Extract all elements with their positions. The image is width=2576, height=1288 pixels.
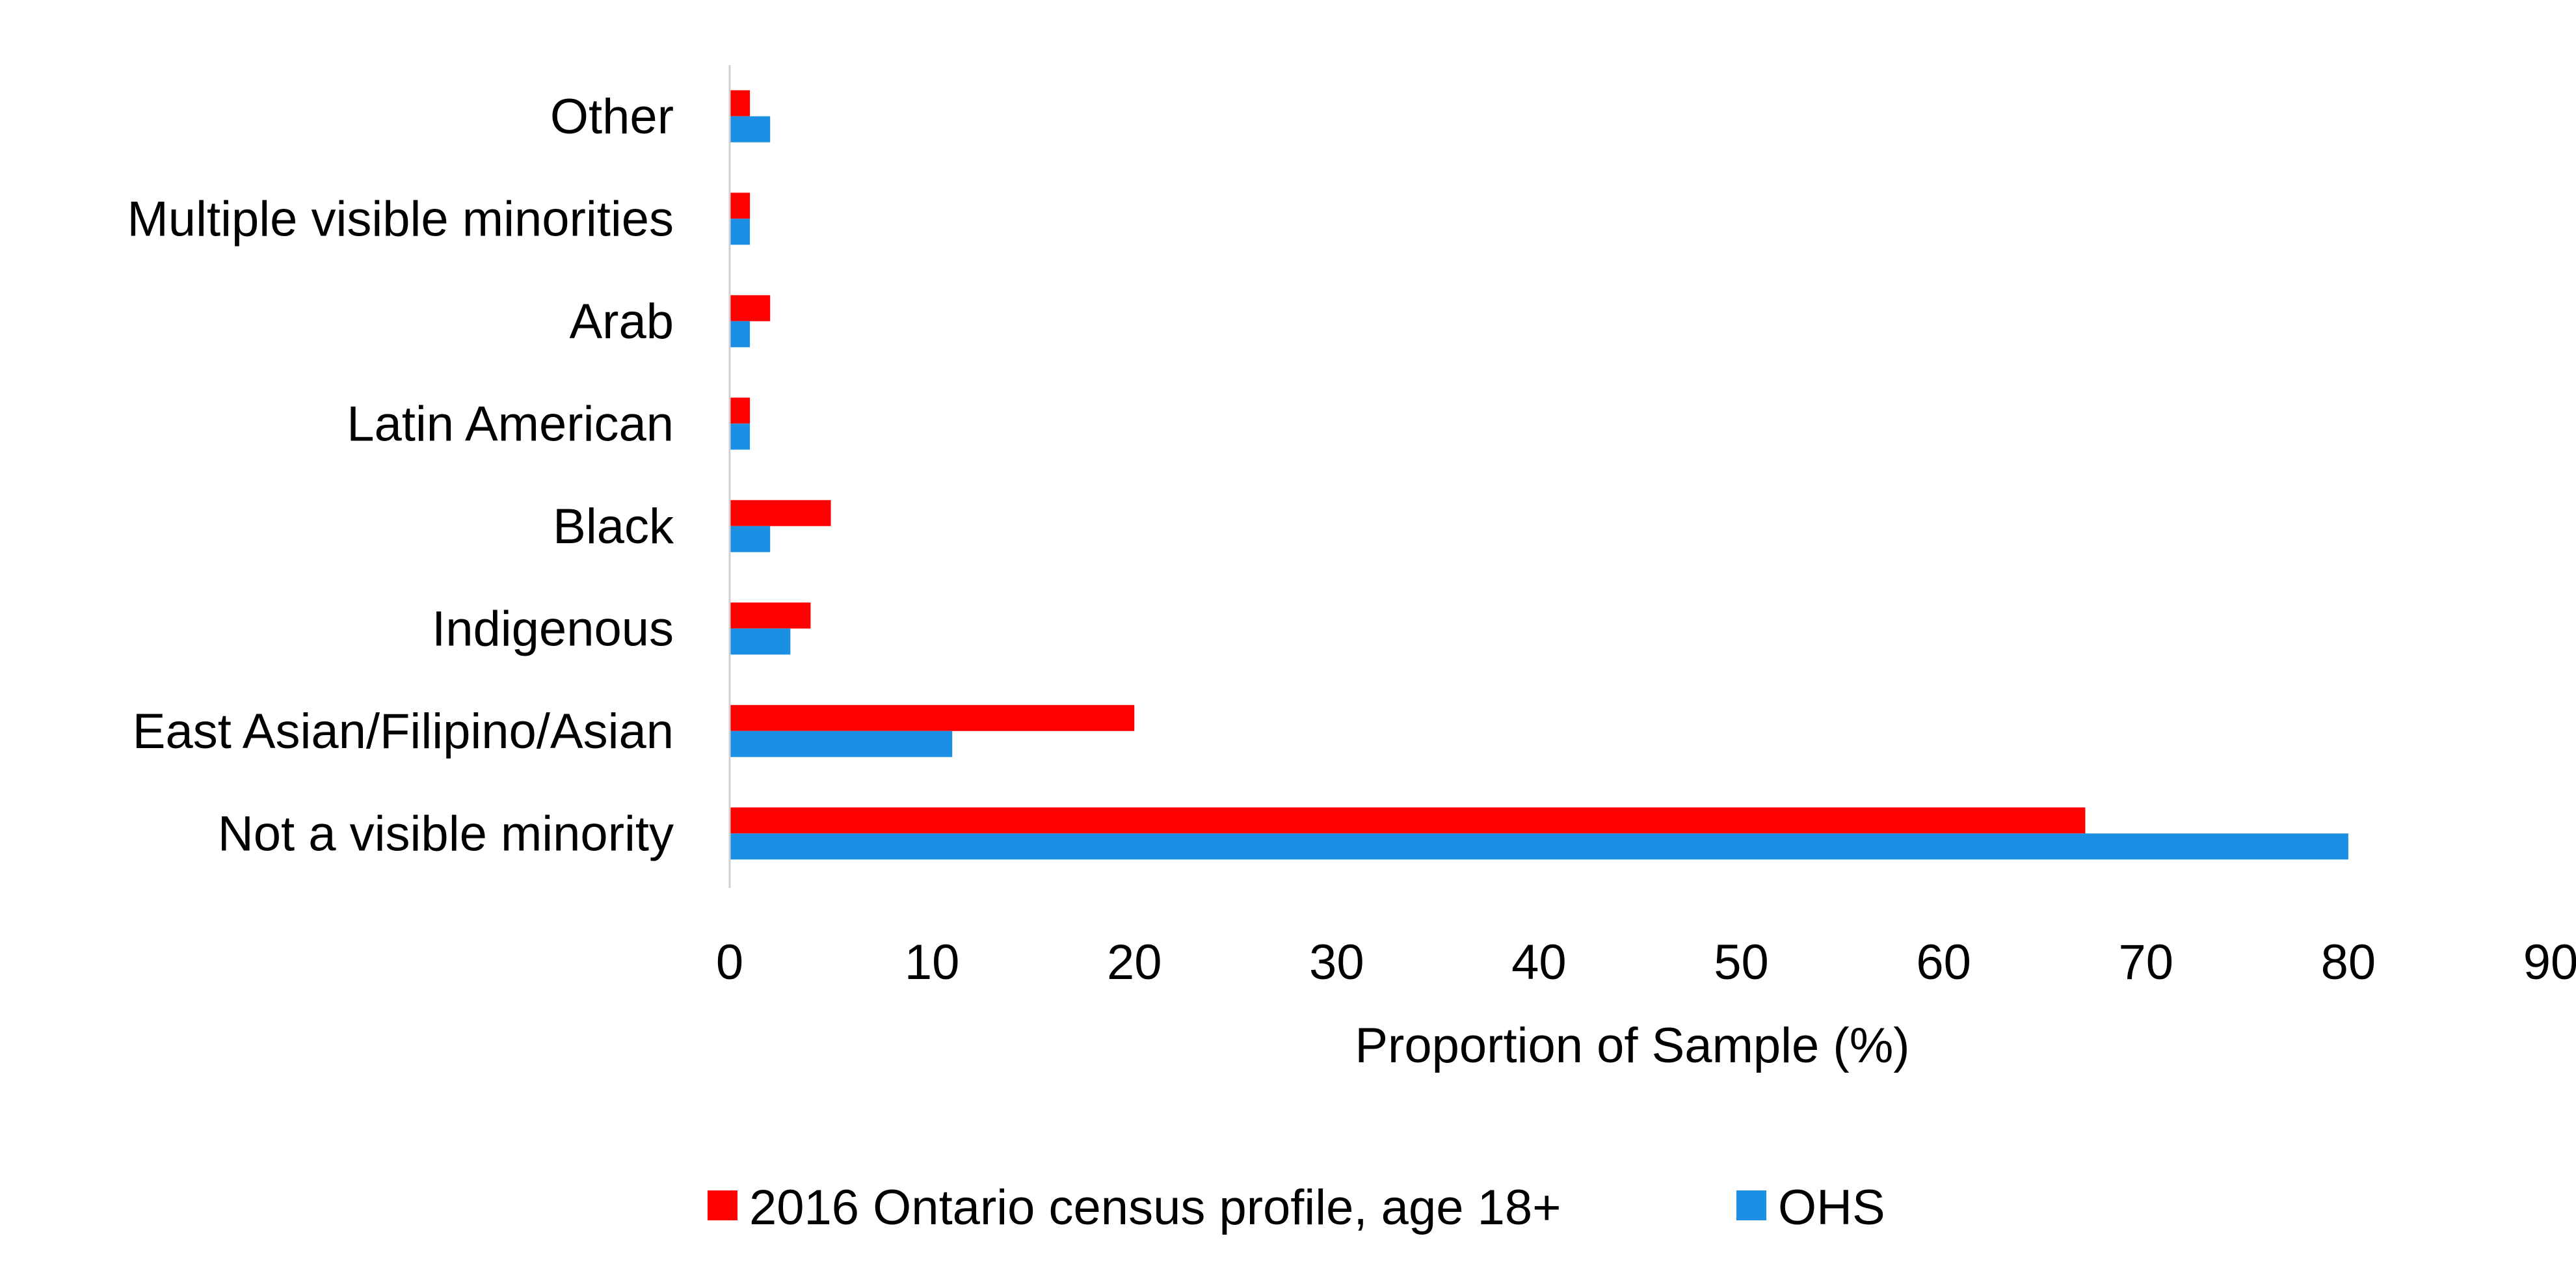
x-axis-title: Proportion of Sample (%) [1355, 1018, 1909, 1073]
x-tick-label: 20 [1107, 935, 1162, 990]
x-tick-label: 0 [716, 935, 743, 990]
bar-series-2 [730, 423, 750, 450]
category-label: Not a visible minority [218, 806, 674, 861]
x-tick-label: 80 [2321, 935, 2376, 990]
x-tick-label: 60 [1916, 935, 1971, 990]
bar-series-1 [730, 807, 2086, 834]
x-tick-label: 70 [2119, 935, 2174, 990]
bar-series-1 [730, 90, 750, 116]
legend-label: OHS [1778, 1180, 1885, 1235]
bar-series-1 [730, 295, 771, 321]
x-tick-label: 30 [1309, 935, 1364, 990]
bar-series-2 [730, 116, 771, 142]
bar-series-1 [730, 397, 750, 424]
category-label: East Asian/Filipino/Asian [133, 704, 674, 759]
legend-label: 2016 Ontario census profile, age 18+ [749, 1180, 1561, 1235]
x-tick-label: 90 [2523, 935, 2576, 990]
bar-series-2 [730, 219, 750, 245]
bars-layer [730, 90, 2348, 860]
category-label: Black [553, 499, 674, 554]
x-tick-label: 10 [905, 935, 960, 990]
bar-series-2 [730, 321, 750, 347]
bar-series-1 [730, 500, 831, 526]
legend: 2016 Ontario census profile, age 18+ OHS [708, 1180, 1885, 1235]
bar-series-1 [730, 602, 811, 629]
bar-series-2 [730, 731, 953, 757]
bar-series-2 [730, 833, 2348, 860]
legend-swatch [1736, 1190, 1766, 1220]
category-label: Other [550, 89, 674, 144]
x-tick-labels: 0 10 20 30 40 50 60 70 80 90 [716, 935, 2576, 990]
x-tick-label: 50 [1714, 935, 1769, 990]
category-label: Multiple visible minorities [127, 191, 674, 247]
legend-swatch [708, 1190, 737, 1220]
bar-series-2 [730, 526, 771, 552]
bar-series-1 [730, 704, 1135, 731]
category-label: Arab [569, 294, 674, 349]
category-label: Indigenous [432, 601, 674, 656]
x-tick-label: 40 [1511, 935, 1567, 990]
category-label: Latin American [347, 396, 674, 451]
bar-series-1 [730, 193, 750, 219]
bar-series-2 [730, 628, 791, 655]
category-labels: Other Multiple visible minorities Arab Lati… [127, 89, 675, 862]
